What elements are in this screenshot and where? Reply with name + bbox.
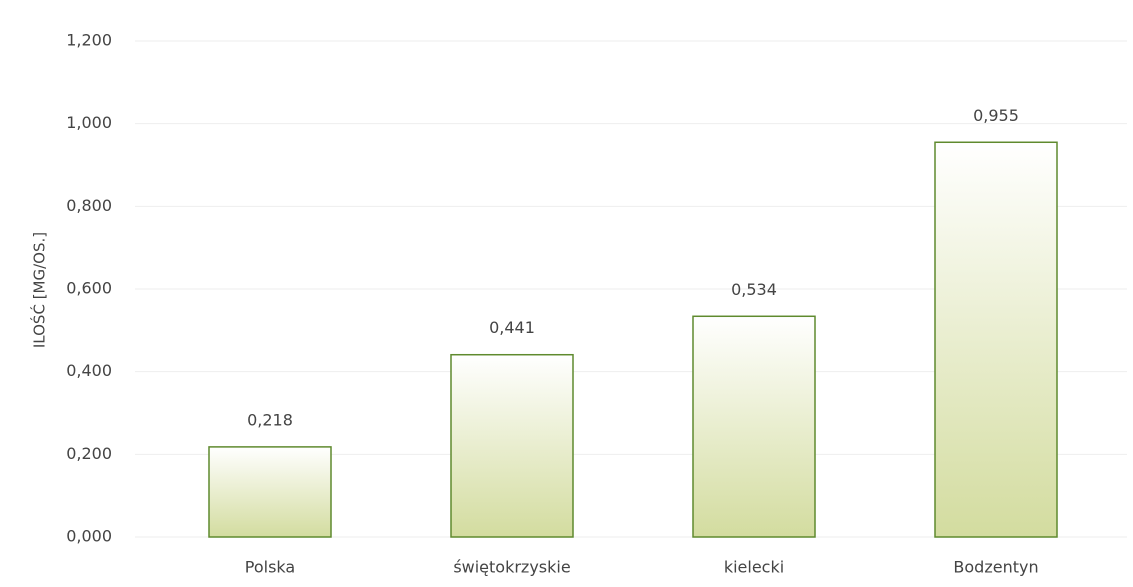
y-axis-label: ILOŚĆ [MG/OS.] <box>30 232 49 348</box>
x-tick-label: Bodzentyn <box>953 558 1038 577</box>
y-tick-label: 1,200 <box>66 31 112 50</box>
y-tick-label: 0,000 <box>66 527 112 546</box>
bar <box>208 446 332 538</box>
value-label: 0,955 <box>973 106 1019 125</box>
y-tick-label: 0,400 <box>66 361 112 380</box>
value-label: 0,218 <box>247 410 293 429</box>
x-tick-label: świętokrzyskie <box>453 558 570 577</box>
bar <box>934 141 1058 538</box>
x-tick-label: kielecki <box>724 558 784 577</box>
y-tick-label: 0,200 <box>66 444 112 463</box>
y-tick-label: 1,000 <box>66 113 112 132</box>
value-label: 0,441 <box>489 318 535 337</box>
y-tick-label: 0,800 <box>66 196 112 215</box>
bar <box>692 315 816 538</box>
y-tick-label: 0,600 <box>66 279 112 298</box>
bar <box>450 353 574 538</box>
x-tick-label: Polska <box>245 558 295 577</box>
value-label: 0,534 <box>731 280 777 299</box>
